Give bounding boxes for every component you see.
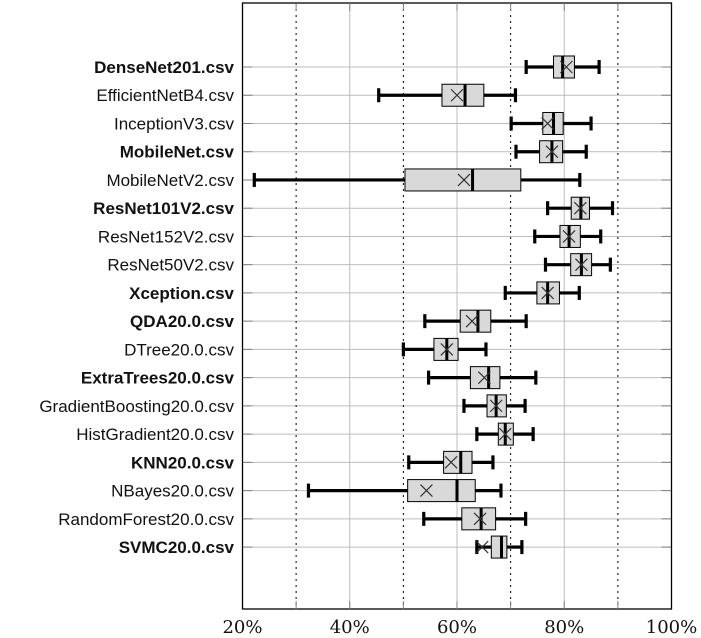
grid [242,3,672,609]
mean-marker [574,258,588,272]
box-randomforest20-0 [422,507,528,531]
iqr-box [443,450,473,474]
box-efficientnetb4 [377,83,518,107]
iqr-box [407,479,476,503]
x-tick-label: 100% [646,617,697,638]
mean-marker [573,201,587,215]
mean-marker [450,88,464,102]
mean-marker [457,173,471,187]
iqr-box [404,168,522,192]
mean-marker [473,512,487,526]
x-tick-label: 60% [437,617,477,638]
box-dtree20-0 [401,337,488,361]
iqr-box [490,535,508,559]
box-extratrees20-0 [426,366,538,390]
mean-marker [444,455,458,469]
y-tick-label: ResNet152V2.csv [98,227,235,246]
boxes [252,55,615,559]
y-tick-label: ResNet50V2.csv [107,256,234,275]
mean-marker [489,399,503,413]
y-tick-label: Xception.csv [129,284,234,303]
y-tick-label: RandomForest20.0.csv [58,510,234,529]
iqr-box [441,83,485,107]
y-tick-label: EfficientNetB4.csv [96,86,234,105]
mean-marker [465,314,479,328]
mean-marker [541,117,555,130]
box-xception [503,281,581,305]
x-tick-labels: 20% 40% 60% 80% 100% [222,617,697,638]
mean-marker [545,145,559,159]
y-tick-label: MobileNetV2.csv [106,171,234,190]
box-nbayes20-0 [306,479,503,503]
box-densenet201 [524,55,601,79]
mean-marker [541,286,555,300]
mean-marker [440,342,454,356]
y-tick-label: InceptionV3.csv [114,114,235,133]
box-mobilenet [514,140,588,164]
x-ticks [295,3,619,609]
y-tick-label: DTree20.0.csv [124,340,234,359]
box-resnet152v2 [533,224,603,248]
box-svmc20-0 [475,535,524,559]
iqr-box [459,309,492,333]
x-tick-label: 20% [222,617,262,638]
mean-marker [562,230,576,243]
mean-marker [475,540,489,554]
y-tick-label: ExtraTrees20.0.csv [81,369,235,388]
x-tick-label: 40% [330,617,370,638]
y-tick-label: SVMC20.0.csv [119,538,235,557]
mean-marker [477,371,491,385]
y-tick-label: NBayes20.0.csv [111,482,234,501]
y-tick-label: KNN20.0.csv [131,453,235,472]
y-tick-label: ResNet101V2.csv [93,199,234,218]
box-mobilenetv2 [252,168,582,192]
y-tick-label: MobileNet.csv [120,143,235,162]
iqr-box [461,507,497,531]
x-tick-label: 80% [544,617,584,638]
box-gradientboosting20-0 [462,394,527,418]
box-histgradient20-0 [475,422,535,446]
y-tick-label: DenseNet201.csv [94,58,234,77]
mean-marker [559,60,573,74]
y-tick-label: QDA20.0.csv [130,312,234,331]
y-tick-label: HistGradient20.0.csv [76,425,234,444]
y-tick-labels: DenseNet201.csv EfficientNetB4.csv Incepti… [39,58,234,557]
box-resnet101v2 [546,196,615,220]
y-ticks [242,66,672,548]
box-knn20-0 [407,450,495,474]
mean-marker [420,484,433,498]
mean-marker [498,427,512,441]
y-tick-label: GradientBoosting20.0.csv [39,397,234,416]
box-qda20-0 [423,309,528,333]
box-inceptionv3 [509,111,593,135]
box-resnet50v2 [543,253,612,277]
